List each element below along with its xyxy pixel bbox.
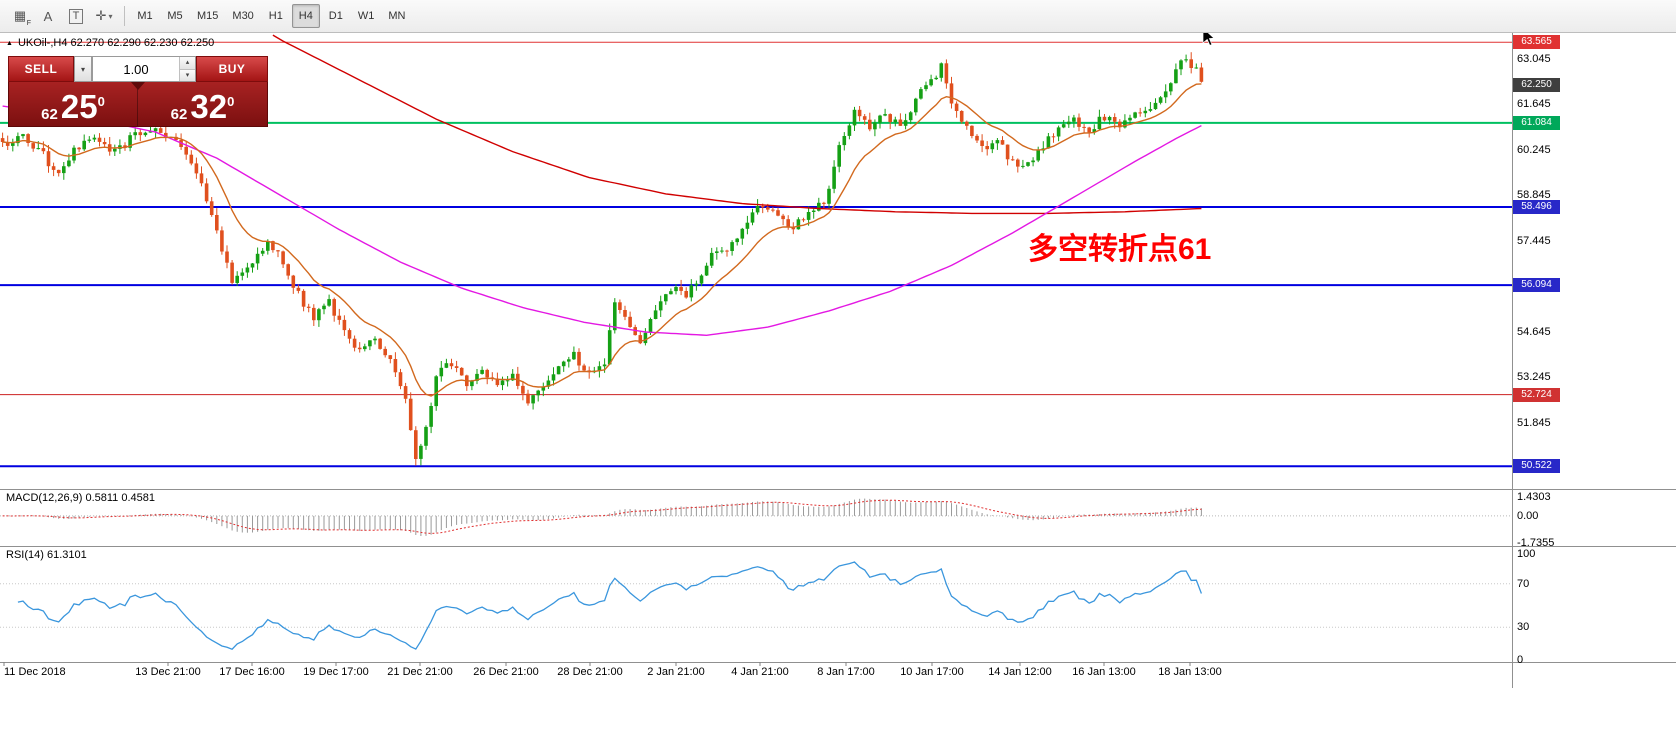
tf-m15-button[interactable]: M15 xyxy=(197,10,219,22)
tf-w1-button[interactable]: W1 xyxy=(357,10,375,22)
volume-dropdown-button[interactable]: ▾ xyxy=(74,56,92,82)
symbol-ohlc-header: ▲ UKOil-,H4 62.270 62.290 62.230 62.250 xyxy=(6,37,214,49)
chevron-down-icon: ▾ xyxy=(80,64,85,74)
buy-price[interactable]: 62 32 0 xyxy=(170,88,235,125)
volume-field-wrap: ▴ ▾ xyxy=(92,56,196,82)
volume-down-button[interactable]: ▾ xyxy=(180,69,195,81)
volume-input[interactable] xyxy=(93,57,179,81)
text-label-icon[interactable]: A xyxy=(43,8,53,24)
tf-mn-button[interactable]: MN xyxy=(388,10,406,22)
volume-stepper: ▴ ▾ xyxy=(179,57,195,81)
tf-m30-button[interactable]: M30 xyxy=(232,10,254,22)
bid-ask-notch xyxy=(131,82,145,90)
macd-indicator-label: MACD(12,26,9) 0.5811 0.4581 xyxy=(6,492,155,504)
tf-h4-button[interactable]: H4 xyxy=(291,4,320,28)
text-box-icon[interactable]: T xyxy=(62,4,90,28)
rsi-indicator-label: RSI(14) 61.3101 xyxy=(6,549,87,561)
tf-m1-button[interactable]: M1 xyxy=(137,10,153,22)
buy-button[interactable]: BUY xyxy=(196,56,268,82)
timeframe-group: M1 M5 M15 M30 H1 H4 D1 W1 MN xyxy=(131,4,413,28)
tf-m5-button[interactable]: M5 xyxy=(167,10,183,22)
tf-h1-button[interactable]: H1 xyxy=(268,10,283,22)
drawing-tools-group: ▦ F A T ✛ ▾ xyxy=(6,4,118,28)
sell-price[interactable]: 62 25 0 xyxy=(9,82,138,126)
collapse-triangle-icon[interactable]: ▲ xyxy=(6,39,13,47)
tf-d1-button[interactable]: D1 xyxy=(328,10,343,22)
toolbar: ▦ F A T ✛ ▾ M1 M5 M15 M30 H1 H4 D1 W1 MN xyxy=(0,0,1676,33)
toolbar-separator xyxy=(124,6,125,26)
volume-up-button[interactable]: ▴ xyxy=(180,57,195,70)
dots-grid-icon[interactable]: ▦ F xyxy=(13,8,31,27)
bid-ask-display: 62 25 0 62 32 0 xyxy=(8,82,268,127)
objects-dropdown-icon[interactable]: ✛ ▾ xyxy=(95,8,113,23)
sell-button[interactable]: SELL xyxy=(8,56,74,82)
chart-annotation-text: 多空转折点61 xyxy=(1028,233,1212,266)
symbol-ohlc-text: UKOil-,H4 62.270 62.290 62.230 62.250 xyxy=(17,37,215,49)
